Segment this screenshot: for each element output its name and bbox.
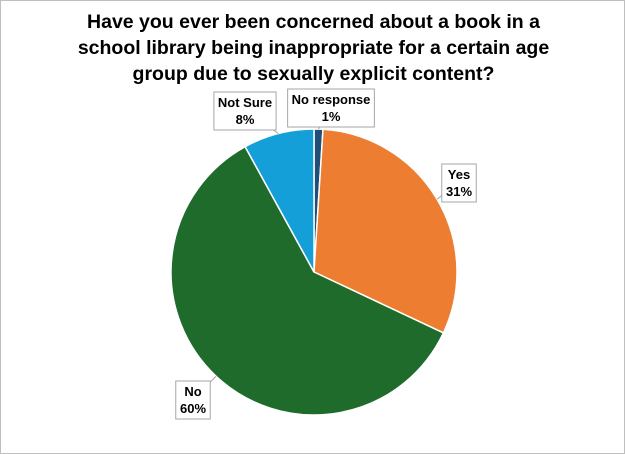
label-value: 60%	[180, 401, 206, 416]
chart-title: Have you ever been concerned about a boo…	[77, 11, 550, 85]
label-name: Yes	[448, 167, 470, 182]
data-label: Not Sure 8%	[213, 91, 277, 131]
label-box	[213, 91, 277, 131]
data-label: No response 1%	[287, 88, 375, 128]
pie-slice	[313, 128, 458, 334]
data-label: No 60%	[175, 380, 211, 420]
label-box	[287, 88, 375, 128]
label-name: No	[184, 384, 201, 399]
label-box	[175, 380, 211, 420]
label-box	[441, 163, 477, 203]
data-label: Yes 31%	[441, 163, 477, 203]
label-value: 31%	[446, 184, 472, 199]
pie-slice	[170, 145, 445, 416]
label-name: Not Sure	[218, 95, 272, 110]
label-value: 1%	[322, 109, 341, 124]
label-name: No response	[292, 92, 371, 107]
label-value: 8%	[236, 112, 255, 127]
